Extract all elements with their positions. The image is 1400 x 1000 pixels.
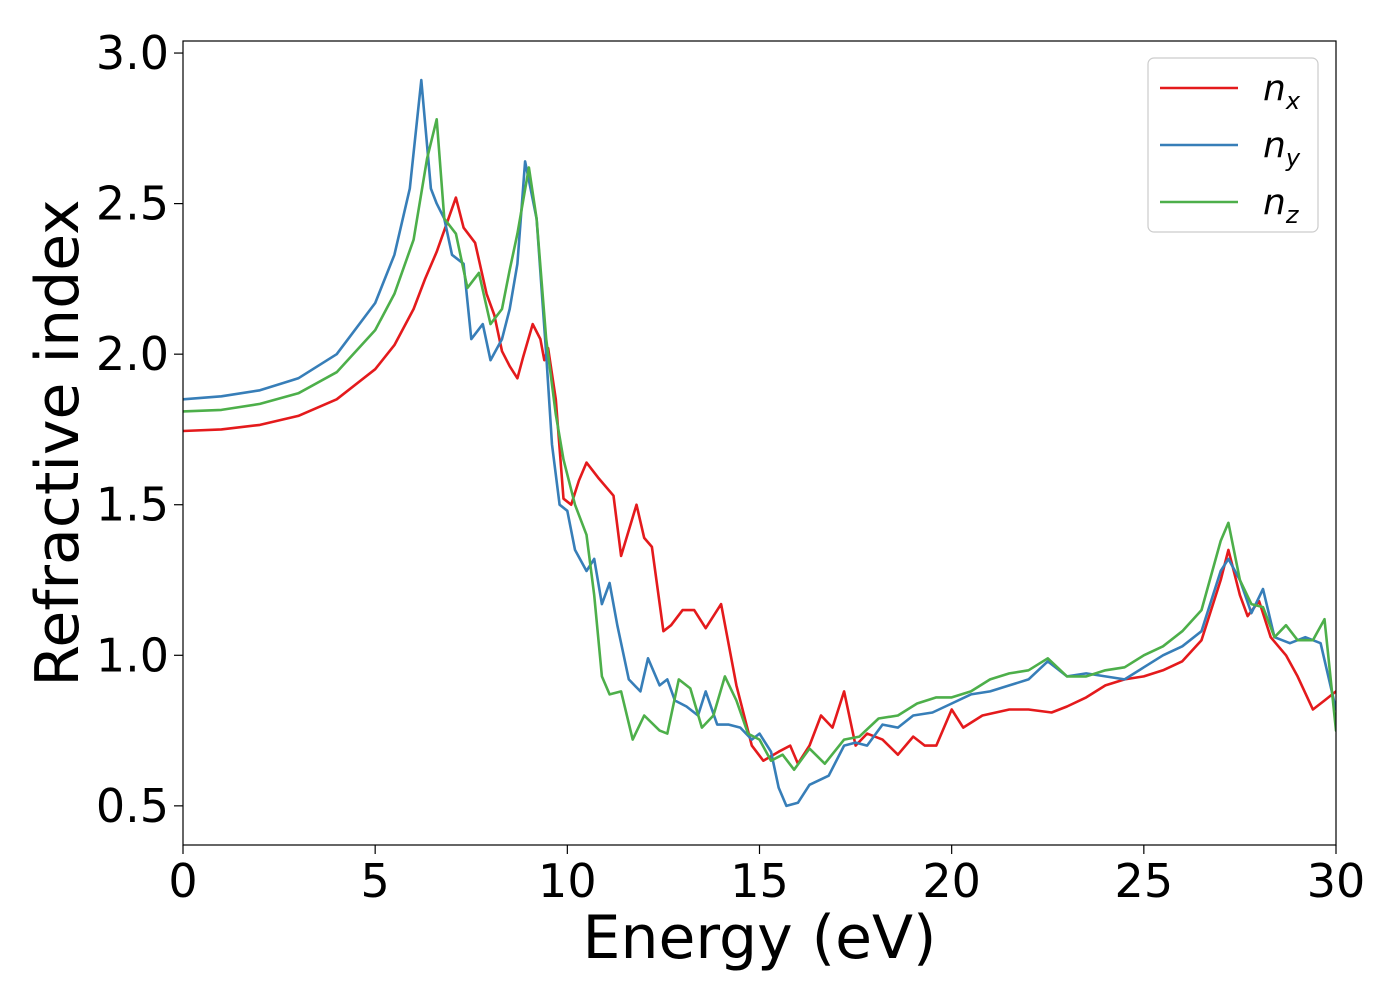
x-tick-label: 15 xyxy=(730,854,789,908)
x-tick-label: 5 xyxy=(361,854,390,908)
y-tick-label: 1.0 xyxy=(96,628,169,682)
legend-label-base: n xyxy=(1263,68,1286,109)
series-line-ny xyxy=(183,78,1336,808)
x-tick-label: 0 xyxy=(168,854,197,908)
legend-label-subscript: x xyxy=(1285,87,1301,115)
y-tick-label: 2.5 xyxy=(96,177,169,231)
legend-label-ny: ny xyxy=(1263,125,1301,172)
legend-label-nz: nz xyxy=(1263,182,1300,229)
series-line-nx xyxy=(183,196,1336,765)
series-layer xyxy=(183,78,1336,808)
y-axis-ticks: 0.5 1.0 1.5 2.0 2.5 3.0 xyxy=(96,26,183,833)
legend-label-subscript: y xyxy=(1285,144,1301,172)
y-axis-label: Refractive index xyxy=(23,199,93,686)
legend-label-nx: nx xyxy=(1263,68,1301,115)
x-tick-label: 30 xyxy=(1307,854,1366,908)
legend-label-base: n xyxy=(1263,125,1286,166)
legend-label-base: n xyxy=(1263,182,1286,223)
y-tick-label: 1.5 xyxy=(96,478,169,532)
series-line-nz xyxy=(183,118,1336,771)
x-tick-label: 20 xyxy=(922,854,981,908)
x-axis-label: Energy (eV) xyxy=(583,903,937,973)
legend-label-subscript: z xyxy=(1285,201,1300,229)
y-tick-label: 2.0 xyxy=(96,327,169,381)
x-tick-label: 10 xyxy=(538,854,597,908)
y-tick-label: 3.0 xyxy=(96,26,169,80)
x-axis-ticks: 0 5 10 15 20 25 30 xyxy=(168,845,1365,908)
x-tick-label: 25 xyxy=(1115,854,1174,908)
y-tick-label: 0.5 xyxy=(96,779,169,833)
